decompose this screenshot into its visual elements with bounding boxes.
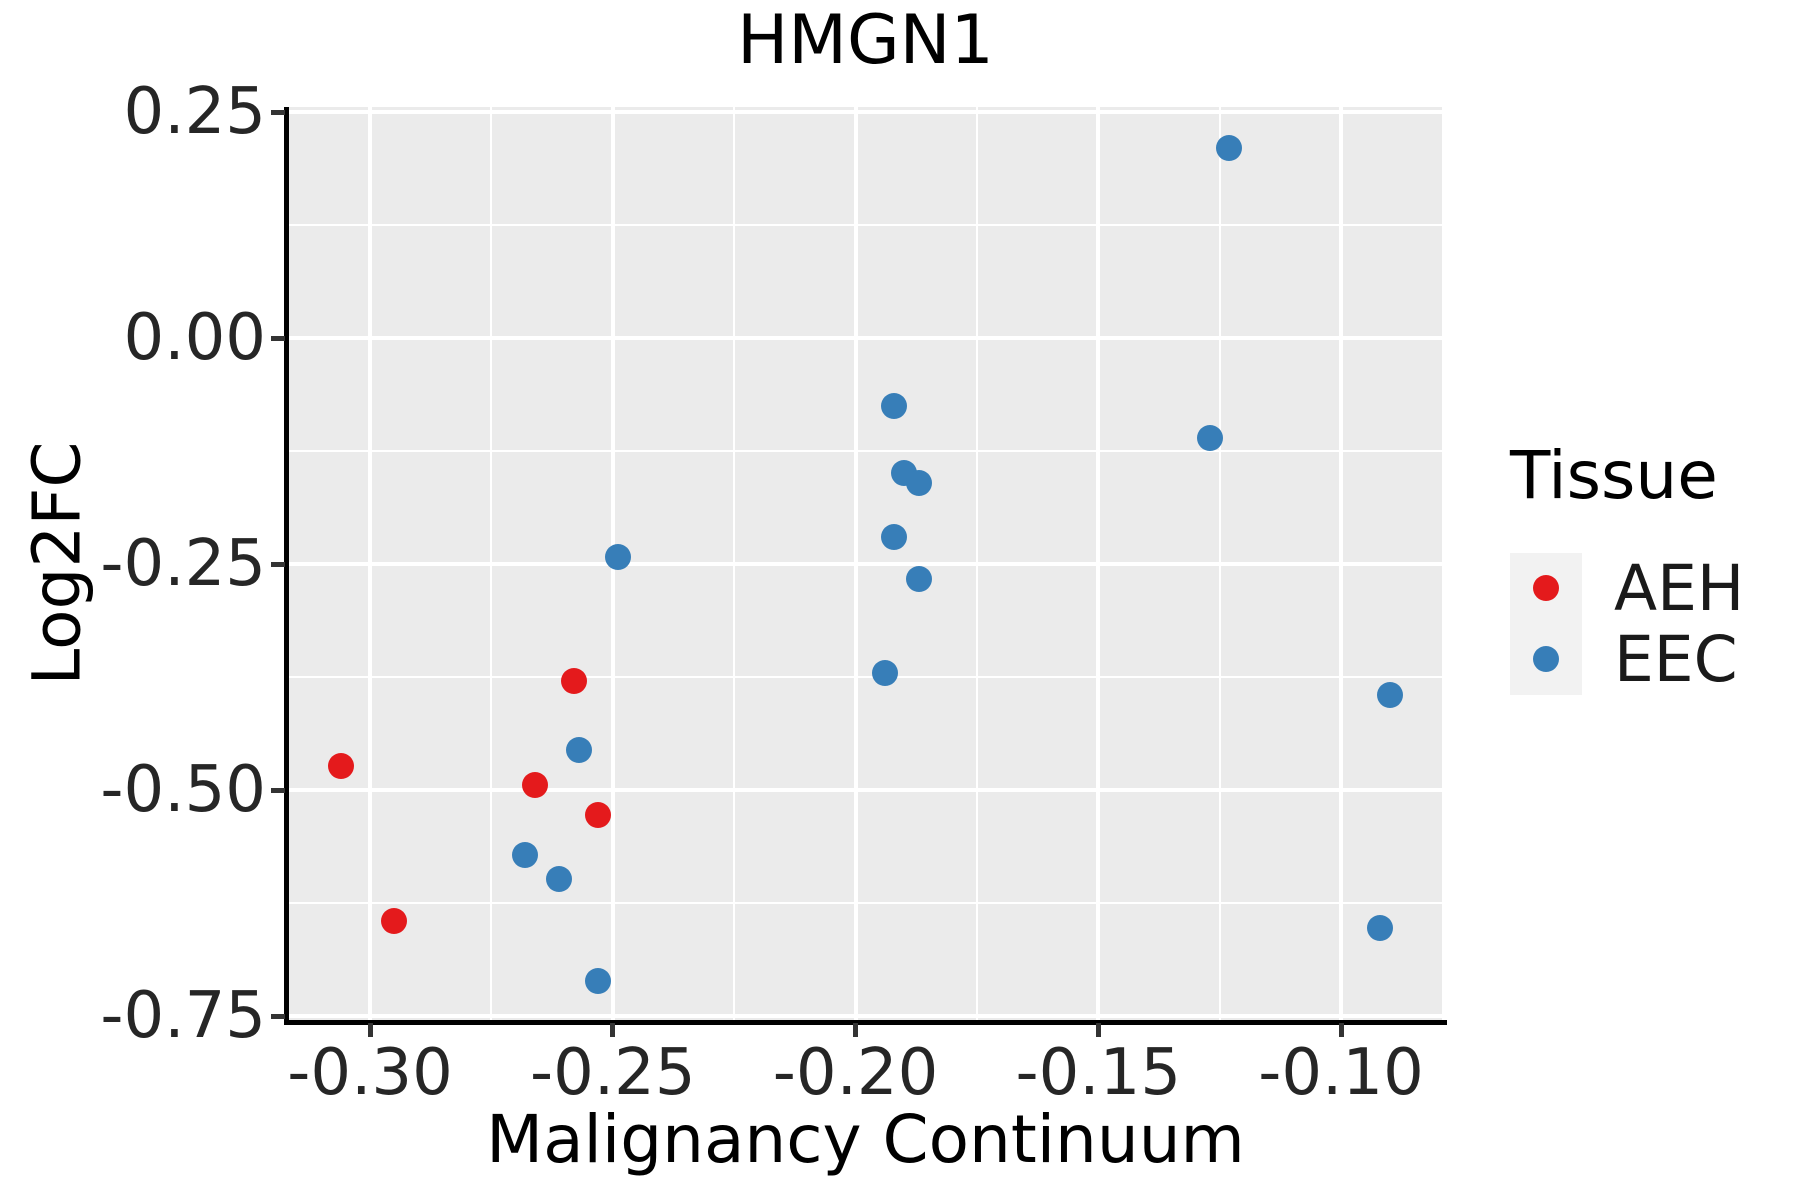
data-point-eec [546,865,573,892]
data-point-eec [585,967,612,994]
data-point-aeh [560,667,587,694]
legend-key-box [1510,552,1582,624]
x-tick-mark [853,1023,859,1037]
y-tick-mark [271,787,285,793]
x-tick-mark [1095,1023,1101,1037]
major-gridline [289,1014,1442,1019]
chart-title: HMGN1 [737,1,994,80]
y-tick-mark [271,1013,285,1019]
x-tick-label: -0.20 [772,1036,939,1110]
minor-gridline [289,902,1442,905]
data-point-eec [512,842,539,869]
aeh-dot-icon [1533,575,1559,602]
legend-title: Tissue [1510,437,1718,514]
x-axis-label: Malignancy Continuum [486,1101,1245,1178]
x-tick-mark [610,1023,616,1037]
minor-gridline [289,450,1442,453]
major-gridline [289,788,1442,793]
eec-dot-icon [1533,646,1559,673]
data-point-eec [1376,682,1403,709]
y-tick-mark [271,335,285,341]
x-tick-label: -0.10 [1258,1036,1424,1110]
data-point-eec [881,392,908,419]
x-tick-label: -0.25 [530,1036,696,1110]
data-point-aeh [585,802,612,829]
data-point-eec [1366,915,1393,942]
x-tick-label: -0.30 [287,1036,453,1110]
y-tick-mark [271,109,285,115]
data-point-eec [1196,425,1223,452]
data-point-aeh [327,752,354,779]
plot-area [289,107,1442,1020]
x-tick-label: -0.15 [1015,1036,1182,1110]
data-point-eec [905,566,932,593]
y-tick-mark [271,561,285,567]
x-tick-mark [367,1023,373,1037]
data-point-eec [871,659,898,686]
x-tick-mark [1338,1023,1344,1037]
legend-entry-aeh: AEH [1510,551,1745,625]
minor-gridline [289,676,1442,679]
y-tick-label: 0.00 [123,301,267,376]
y-tick-label: -0.50 [100,753,266,828]
legend-label-eec: EEC [1614,622,1738,696]
y-tick-label: -0.75 [100,979,266,1054]
y-axis-spine [284,107,289,1025]
legend-key-box [1510,623,1582,695]
x-axis-spine [284,1020,1447,1025]
major-gridline [289,562,1442,567]
data-point-eec [565,737,592,764]
data-point-eec [905,469,932,496]
minor-gridline [289,224,1442,227]
y-tick-label: -0.25 [100,527,266,602]
major-gridline [289,336,1442,341]
legend-label-aeh: AEH [1614,551,1745,625]
legend-entry-eec: EEC [1510,622,1744,696]
major-gridline [289,110,1442,115]
data-point-aeh [522,771,549,798]
data-point-eec [604,543,631,570]
legend: Tissue AEH EEC [1510,437,1745,696]
data-point-eec [881,523,908,550]
data-point-eec [1216,135,1243,162]
data-point-aeh [381,908,408,935]
y-tick-label: 0.25 [123,75,267,150]
